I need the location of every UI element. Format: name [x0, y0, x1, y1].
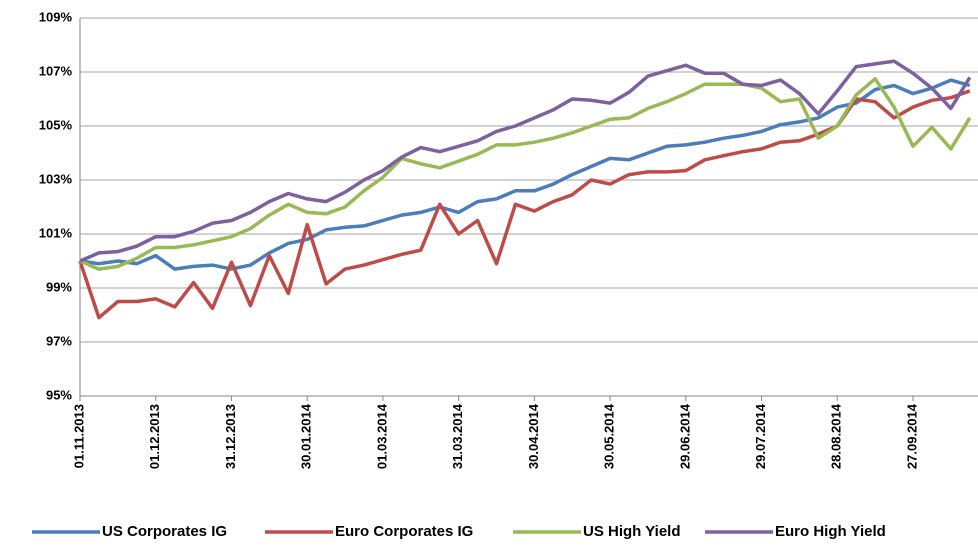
- x-tick-label: 01.03.2014: [374, 403, 389, 469]
- legend-label: US High Yield: [583, 523, 681, 540]
- x-tick-label: 31.03.2014: [450, 403, 465, 469]
- x-tick-label: 28.08.2014: [829, 403, 844, 469]
- series-line: [78, 89, 971, 320]
- series-line: [79, 59, 972, 263]
- y-tick-label: 99%: [46, 279, 72, 294]
- series-line: [79, 77, 972, 271]
- x-tick-label: 29.06.2014: [677, 403, 692, 469]
- x-tick-label: 29.07.2014: [753, 403, 768, 469]
- x-tick-label: 30.04.2014: [526, 403, 541, 469]
- legend-label: Euro Corporates IG: [335, 523, 473, 540]
- y-tick-label: 95%: [46, 387, 72, 402]
- x-tick-label: 31.12.2013: [223, 404, 238, 469]
- y-tick-label: 97%: [46, 333, 72, 348]
- x-tick-label: 01.11.2013: [71, 404, 86, 468]
- y-tick-label: 107%: [39, 63, 73, 78]
- x-tick-label: 27.09.2014: [904, 403, 919, 469]
- x-tick-label: 30.05.2014: [602, 403, 617, 469]
- y-tick-label: 101%: [39, 225, 73, 240]
- y-tick-label: 109%: [39, 9, 73, 24]
- legend-label: Euro High Yield: [775, 523, 886, 540]
- x-tick-label: 01.12.2013: [147, 404, 162, 469]
- y-tick-label: 103%: [39, 171, 73, 186]
- y-tick-label: 105%: [39, 117, 73, 132]
- legend-label: US Corporates IG: [102, 523, 227, 540]
- x-tick-label: 30.01.2014: [299, 403, 314, 469]
